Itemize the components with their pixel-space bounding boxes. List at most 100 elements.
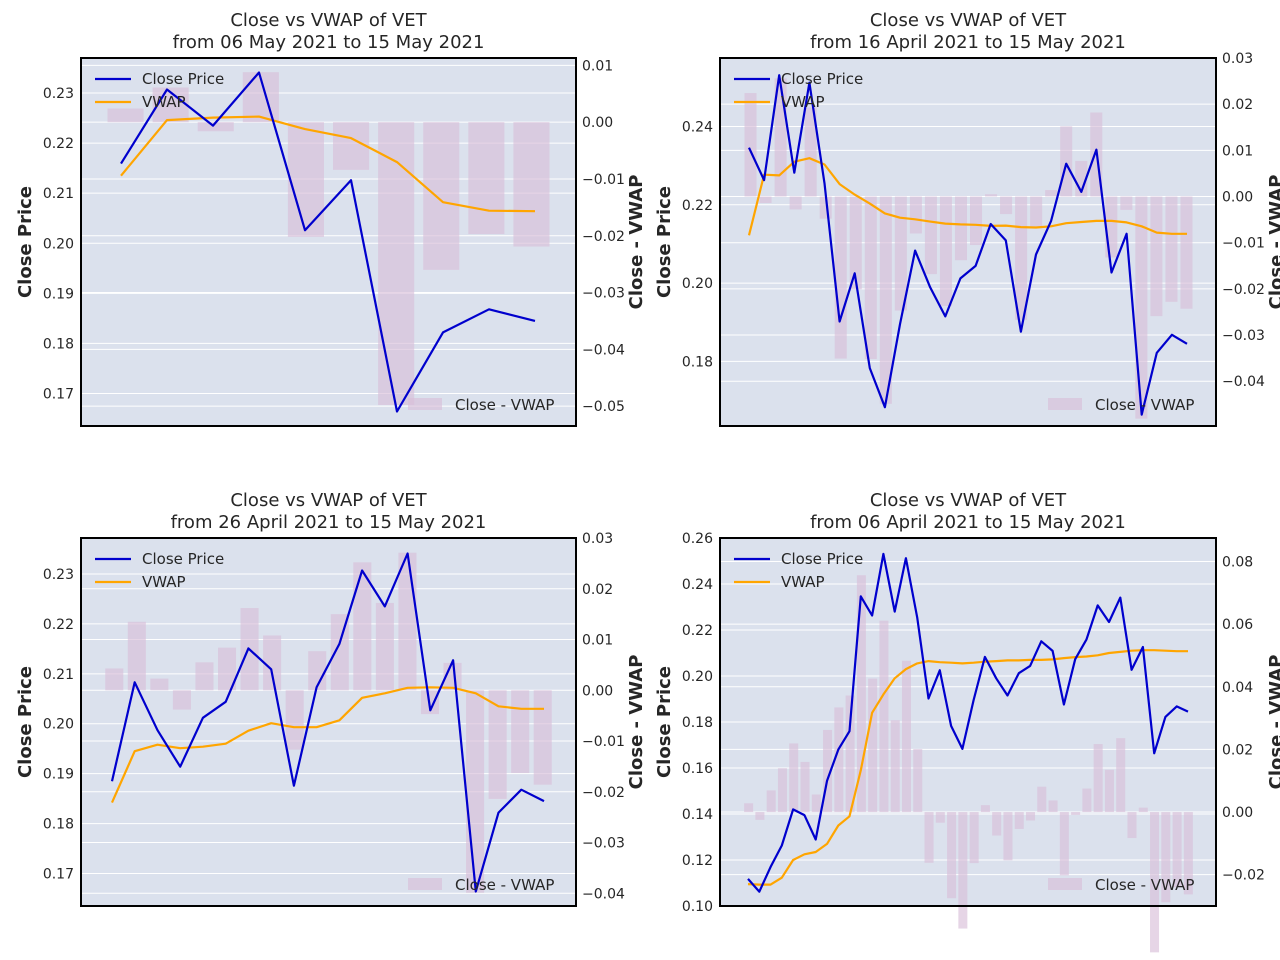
chart-title: from 06 April 2021 to 15 May 2021 bbox=[810, 512, 1126, 533]
y2-tick-label: 0.08 bbox=[1222, 554, 1253, 570]
diff-bar bbox=[1165, 196, 1178, 302]
legend-label: Close Price bbox=[142, 550, 224, 568]
y-tick-label: 0.24 bbox=[682, 120, 713, 136]
legend-label: Close Price bbox=[781, 70, 863, 88]
diff-bar bbox=[766, 790, 776, 813]
y-tick-label: 0.12 bbox=[682, 853, 713, 869]
diff-bar bbox=[105, 668, 124, 691]
diff-bar bbox=[513, 122, 550, 247]
diff-bar bbox=[879, 620, 889, 813]
y-tick-label: 0.24 bbox=[682, 577, 713, 593]
y-axis-label: Close Price bbox=[15, 666, 36, 778]
diff-bar bbox=[1060, 126, 1073, 197]
diff-bar bbox=[398, 552, 417, 691]
plot-frame bbox=[80, 57, 577, 427]
chart-panel-2: 0.18 0.20 0.22 0.24 −0.04 −0.03 −0.02 −0.01 0.00… bbox=[654, 10, 1280, 427]
y-tick-label: 0.18 bbox=[682, 354, 713, 370]
y2-tick-label: 0.04 bbox=[1222, 680, 1253, 696]
diff-bar bbox=[1172, 812, 1182, 888]
y2-tick-label: 0.01 bbox=[1222, 143, 1253, 159]
diff-bar bbox=[879, 196, 892, 404]
diff-bar bbox=[218, 647, 237, 691]
y2-tick-label: −0.03 bbox=[582, 836, 625, 852]
y2-tick-label: −0.03 bbox=[1222, 328, 1265, 344]
diff-bar bbox=[1037, 786, 1047, 813]
diff-bar bbox=[287, 122, 324, 237]
legend-label: Close - VWAP bbox=[1095, 396, 1194, 414]
y2-tick-label: 0.02 bbox=[1222, 97, 1253, 113]
y-tick-label: 0.18 bbox=[43, 817, 74, 833]
y2-tick-label: 0.01 bbox=[582, 58, 613, 74]
chart-title: Close vs VWAP of VET bbox=[870, 490, 1067, 511]
diff-bar bbox=[1116, 738, 1126, 813]
legend-bar-swatch bbox=[1048, 878, 1082, 890]
diff-bar bbox=[1026, 812, 1036, 821]
diff-bar bbox=[759, 196, 772, 203]
diff-bar bbox=[800, 761, 810, 813]
y2-axis-label: Close - VWAP bbox=[1266, 175, 1280, 310]
chart-panel-4: 0.10 0.12 0.14 0.16 0.18 0.20 0.22 0.24 0.26 −0.0… bbox=[654, 490, 1280, 953]
diff-bar bbox=[107, 108, 144, 123]
vwap-line bbox=[120, 115, 536, 213]
y-tick-label: 0.17 bbox=[43, 386, 74, 402]
diff-bar bbox=[789, 743, 799, 813]
y-tick-label: 0.22 bbox=[43, 617, 74, 633]
chart-title: Close vs VWAP of VET bbox=[230, 490, 427, 511]
diff-bar bbox=[789, 196, 802, 210]
y2-axis-label: Close - VWAP bbox=[626, 175, 647, 310]
y2-tick-label: 0.02 bbox=[582, 582, 613, 598]
legend-label: VWAP bbox=[142, 573, 186, 591]
y-tick-label: 0.18 bbox=[43, 336, 74, 352]
diff-bar bbox=[992, 812, 1002, 836]
diff-bar bbox=[1104, 769, 1114, 813]
y-tick-label: 0.20 bbox=[43, 236, 74, 252]
y2-tick-label: −0.05 bbox=[582, 399, 625, 415]
y2-tick-label: −0.01 bbox=[582, 172, 625, 188]
plot-frame bbox=[719, 57, 1217, 427]
y-axis-label: Close Price bbox=[15, 186, 36, 298]
diff-bar bbox=[744, 803, 754, 813]
y2-tick-label: 0.03 bbox=[1222, 51, 1253, 67]
diff-bar bbox=[330, 614, 349, 691]
y2-tick-label: −0.02 bbox=[582, 785, 625, 801]
y2-tick-label: −0.04 bbox=[582, 342, 625, 358]
y-axis-label: Close Price bbox=[654, 186, 675, 298]
y2-tick-label: 0.06 bbox=[1222, 617, 1253, 633]
y-tick-label: 0.23 bbox=[43, 86, 74, 102]
diff-bar bbox=[488, 690, 507, 799]
diff-bar bbox=[1138, 807, 1148, 813]
y2-tick-label: 0.00 bbox=[1222, 805, 1253, 821]
plot-frame bbox=[80, 537, 577, 907]
legend-label: VWAP bbox=[781, 93, 825, 111]
y-tick-label: 0.16 bbox=[682, 761, 713, 777]
y-tick-label: 0.22 bbox=[682, 198, 713, 214]
y2-tick-label: −0.02 bbox=[1222, 282, 1265, 298]
y-tick-label: 0.19 bbox=[43, 286, 74, 302]
diff-bar bbox=[1161, 812, 1171, 903]
diff-bar bbox=[1180, 196, 1193, 309]
diff-bar bbox=[947, 812, 957, 899]
y2-tick-label: 0.01 bbox=[582, 633, 613, 649]
close-price-line bbox=[747, 552, 1189, 893]
diff-bar bbox=[353, 562, 372, 691]
diff-bar bbox=[894, 196, 907, 311]
y-tick-label: 0.21 bbox=[43, 667, 74, 683]
diff-bar bbox=[127, 621, 146, 691]
y2-tick-label: −0.02 bbox=[1222, 868, 1265, 884]
diff-bar bbox=[1105, 196, 1118, 258]
y-tick-label: 0.19 bbox=[43, 767, 74, 783]
diff-bar bbox=[924, 196, 937, 275]
diff-bar bbox=[909, 196, 922, 234]
diff-bar bbox=[980, 805, 990, 813]
chart-title: from 16 April 2021 to 15 May 2021 bbox=[810, 32, 1126, 53]
y-tick-label: 0.20 bbox=[682, 669, 713, 685]
diff-bar bbox=[1003, 812, 1013, 861]
diff-bar bbox=[744, 93, 757, 197]
legend-label: Close - VWAP bbox=[455, 396, 554, 414]
legend-label: VWAP bbox=[142, 93, 186, 111]
close-price-line bbox=[110, 552, 545, 893]
diff-bar bbox=[811, 794, 821, 813]
diff-bar bbox=[423, 122, 460, 270]
y2-tick-label: 0.00 bbox=[582, 115, 613, 131]
